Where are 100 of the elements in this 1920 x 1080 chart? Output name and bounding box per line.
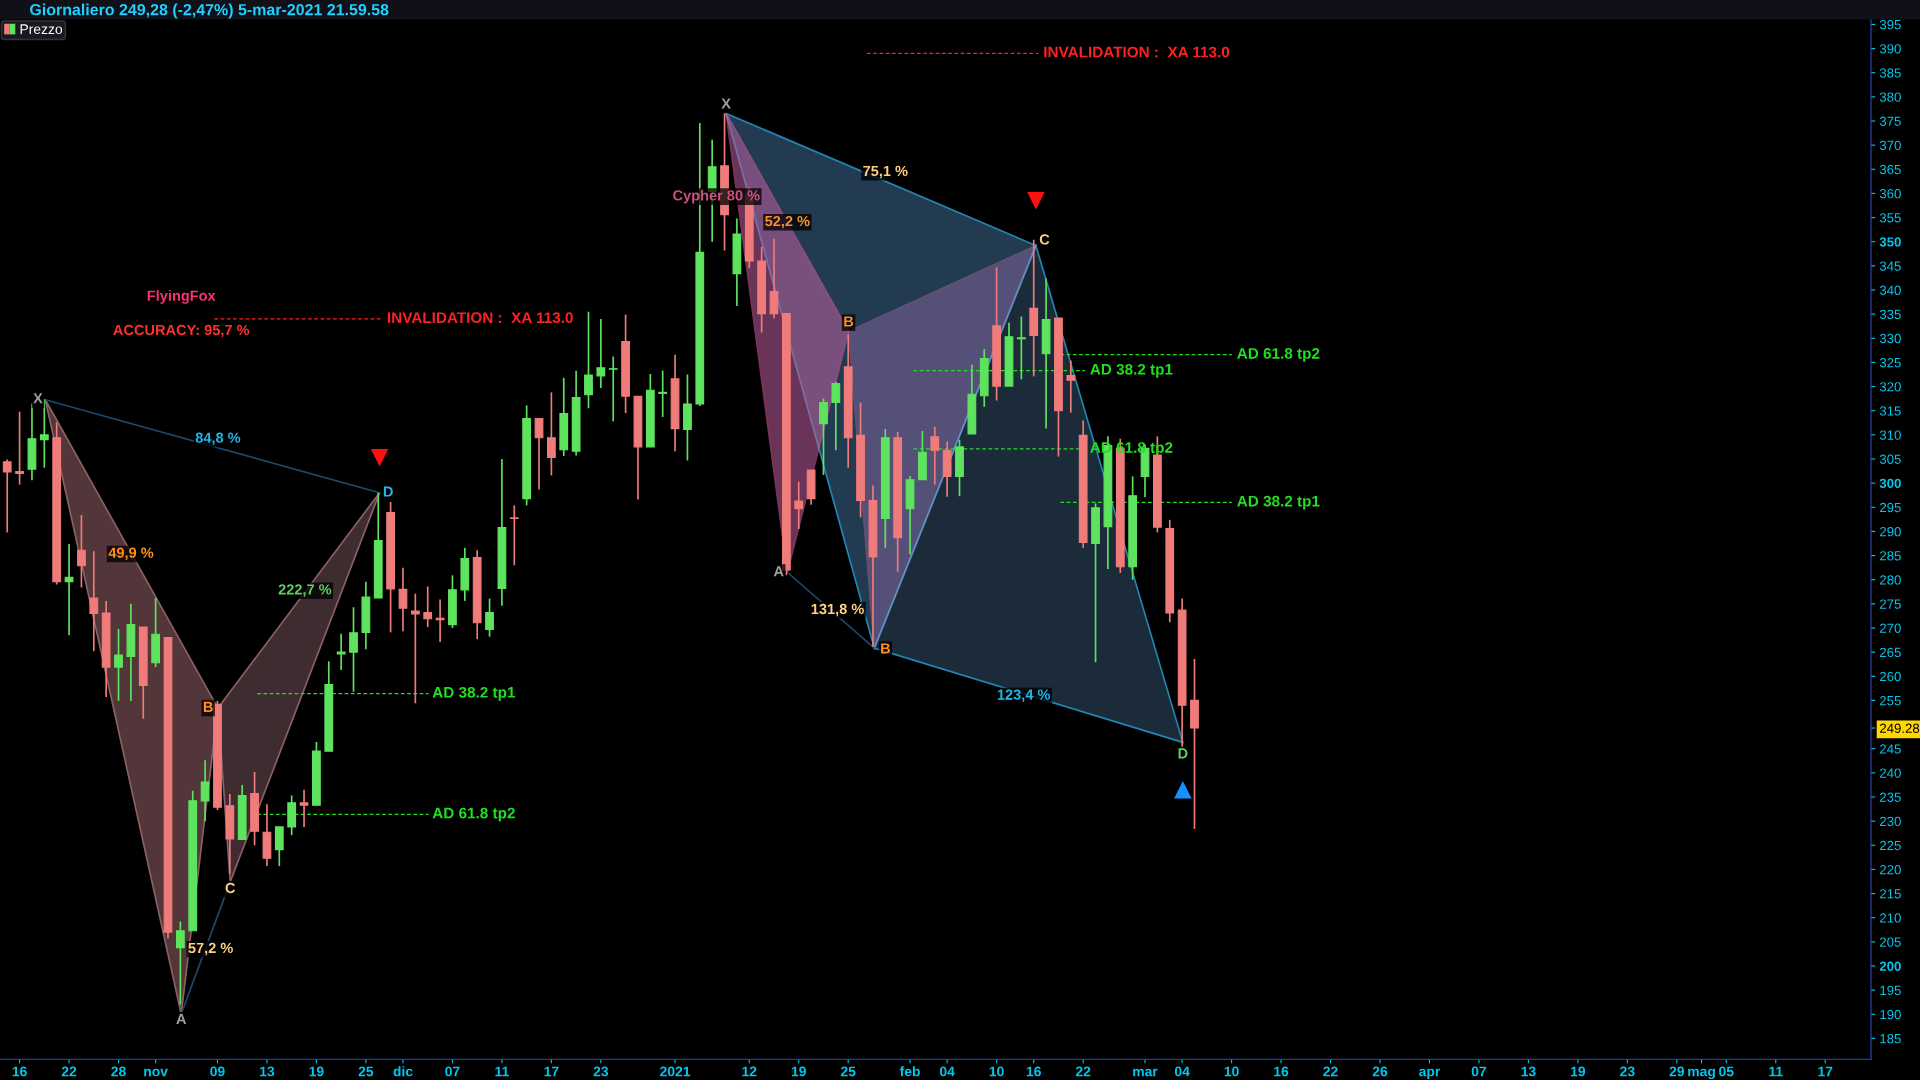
x-tick-label: 12 <box>742 1066 757 1077</box>
y-tick-label: 280 <box>1880 575 1901 585</box>
annotation: A <box>773 566 784 577</box>
ref-line-label: AD 38.2 tp1 <box>1090 363 1173 378</box>
annotation: X <box>721 98 731 109</box>
y-tick-label: 360 <box>1879 188 1901 199</box>
x-tick-label: 28 <box>111 1066 126 1077</box>
annotation: B <box>881 643 890 654</box>
x-tick-label: nov <box>144 1068 168 1077</box>
x-tick-label: 04 <box>1174 1066 1190 1077</box>
annotation: 123,4 % <box>997 689 1051 702</box>
y-tick-label: 355 <box>1879 213 1901 223</box>
y-tick-label: 350 <box>1879 237 1901 247</box>
ref-line-label: INVALIDATION : XA 113.0 <box>1044 46 1230 58</box>
y-tick-label: 240 <box>1880 768 1901 778</box>
y-tick-label: 205 <box>1880 937 1901 947</box>
y-tick-label: 300 <box>1879 478 1901 489</box>
x-tick-label: 16 <box>12 1066 27 1077</box>
x-tick-label: 07 <box>445 1066 460 1077</box>
x-tick-label: 25 <box>840 1066 856 1077</box>
annotation: 84,8 % <box>195 432 241 445</box>
x-tick-label: apr <box>1419 1068 1441 1080</box>
y-tick-label: 249.28 <box>1880 723 1920 733</box>
y-tick-label: 320 <box>1879 382 1901 392</box>
y-tick-label: 395 <box>1879 19 1901 30</box>
x-tick-label: mag <box>1688 1068 1715 1080</box>
x-tick-label: feb <box>899 1066 920 1077</box>
x-tick-label: dic <box>393 1066 413 1077</box>
y-tick-label: 260 <box>1880 671 1901 682</box>
x-tick-label: 16 <box>1026 1066 1041 1077</box>
y-tick-label: 335 <box>1879 309 1901 320</box>
annotation: Cypher 80 % <box>673 189 760 204</box>
y-tick-label: 380 <box>1879 92 1901 102</box>
x-tick-label: 19 <box>309 1066 324 1077</box>
annotation: C <box>1039 234 1050 245</box>
y-tick-label: 310 <box>1879 430 1901 440</box>
x-tick-label: 17 <box>1818 1066 1833 1077</box>
annotation: 75,1 % <box>863 165 908 179</box>
annotation: 222,7 % <box>278 584 332 597</box>
y-tick-label: 225 <box>1880 840 1901 851</box>
x-tick-label: 23 <box>1620 1066 1635 1077</box>
ref-line-label: AD 38.2 tp1 <box>432 686 516 701</box>
annotation: A <box>176 1013 187 1024</box>
annotation: C <box>225 882 236 894</box>
y-tick-label: 370 <box>1879 140 1901 151</box>
x-tick-label: 10 <box>1224 1066 1239 1077</box>
x-tick-label: 29 <box>1669 1066 1685 1077</box>
annotation: 131,8 % <box>811 603 864 617</box>
annotation: ACCURACY: 95,7 % <box>113 324 250 338</box>
y-tick-label: 270 <box>1880 623 1901 633</box>
y-tick-label: 245 <box>1880 744 1901 754</box>
x-tick-label: 11 <box>495 1066 509 1077</box>
x-tick-label: 16 <box>1274 1066 1289 1077</box>
y-tick-label: 220 <box>1880 864 1901 875</box>
chart-title: Giornaliero 249,28 (-2,47%) 5-mar-2021 21.59.58 <box>30 3 389 19</box>
annotation: D <box>1178 748 1188 759</box>
y-tick-label: 235 <box>1880 792 1901 802</box>
x-tick-label: 05 <box>1719 1066 1734 1077</box>
annotation: B <box>844 316 854 327</box>
annotation: D <box>383 486 393 497</box>
x-tick-label: 13 <box>260 1066 275 1077</box>
y-tick-label: 210 <box>1880 913 1901 923</box>
y-tick-label: 315 <box>1879 406 1901 416</box>
x-tick-label: 19 <box>791 1066 806 1077</box>
x-tick-label: 07 <box>1471 1066 1487 1077</box>
annotation: X <box>33 393 43 404</box>
y-tick-label: 200 <box>1879 961 1901 971</box>
ref-line-label: AD 61.8 tp2 <box>432 807 515 822</box>
x-tick-label: mar <box>1133 1068 1158 1077</box>
x-tick-label: 10 <box>989 1066 1004 1077</box>
y-tick-label: 290 <box>1880 526 1901 537</box>
x-tick-label: 25 <box>358 1066 374 1077</box>
y-tick-label: 230 <box>1880 816 1901 827</box>
y-tick-label: 390 <box>1879 44 1901 54</box>
y-tick-label: 330 <box>1879 333 1901 344</box>
y-tick-label: 385 <box>1879 68 1901 78</box>
x-tick-label: 09 <box>210 1066 225 1077</box>
legend-label: Prezzo <box>20 24 63 35</box>
y-tick-label: 325 <box>1879 357 1901 368</box>
y-tick-label: 275 <box>1880 599 1901 609</box>
x-tick-label: 22 <box>1075 1066 1091 1077</box>
y-tick-label: 345 <box>1879 261 1901 271</box>
annotation: 57,2 % <box>188 942 233 956</box>
y-tick-label: 195 <box>1880 985 1901 996</box>
y-tick-label: 365 <box>1879 164 1901 175</box>
annotation: B <box>203 701 213 712</box>
x-tick-label: 22 <box>61 1066 77 1077</box>
y-tick-label: 215 <box>1880 889 1901 899</box>
x-tick-label: 13 <box>1521 1066 1536 1077</box>
x-tick-label: 11 <box>1769 1066 1783 1077</box>
y-tick-label: 285 <box>1880 551 1901 561</box>
x-tick-label: 22 <box>1323 1066 1338 1077</box>
annotation: 49,9 % <box>108 547 154 560</box>
y-tick-label: 190 <box>1880 1009 1901 1020</box>
y-tick-label: 185 <box>1880 1033 1901 1044</box>
y-tick-label: 295 <box>1880 502 1901 513</box>
x-tick-label: 23 <box>593 1066 609 1077</box>
y-tick-label: 265 <box>1880 647 1901 658</box>
y-tick-label: 375 <box>1879 116 1901 126</box>
y-tick-label: 305 <box>1879 454 1901 464</box>
